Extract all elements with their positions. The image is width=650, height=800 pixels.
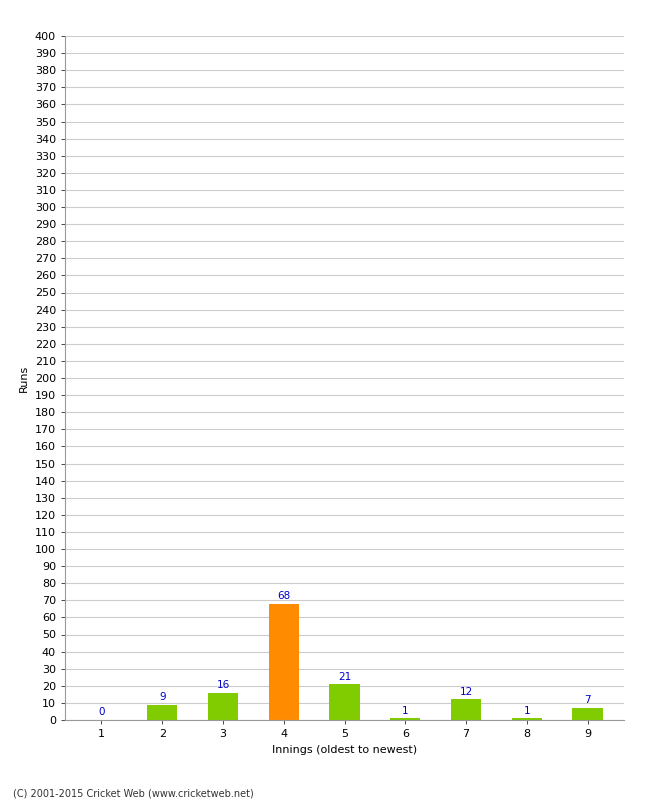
Bar (208, 693, 238, 720)
Bar (330, 684, 359, 720)
Bar (390, 718, 421, 720)
Text: 9: 9 (159, 692, 166, 702)
Text: 21: 21 (338, 671, 351, 682)
X-axis label: Innings (oldest to newest): Innings (oldest to newest) (272, 745, 417, 754)
Text: 0: 0 (98, 707, 105, 718)
Text: 1: 1 (523, 706, 530, 716)
Text: 12: 12 (460, 687, 473, 697)
Bar (512, 718, 542, 720)
Text: (C) 2001-2015 Cricket Web (www.cricketweb.net): (C) 2001-2015 Cricket Web (www.cricketwe… (13, 788, 254, 798)
Text: 7: 7 (584, 695, 591, 706)
Y-axis label: Runs: Runs (19, 364, 29, 392)
Bar (268, 604, 299, 720)
Bar (451, 699, 481, 720)
Bar (573, 708, 603, 720)
Text: 16: 16 (216, 680, 229, 690)
Bar (147, 705, 177, 720)
Text: 68: 68 (277, 591, 291, 601)
Text: 1: 1 (402, 706, 409, 716)
